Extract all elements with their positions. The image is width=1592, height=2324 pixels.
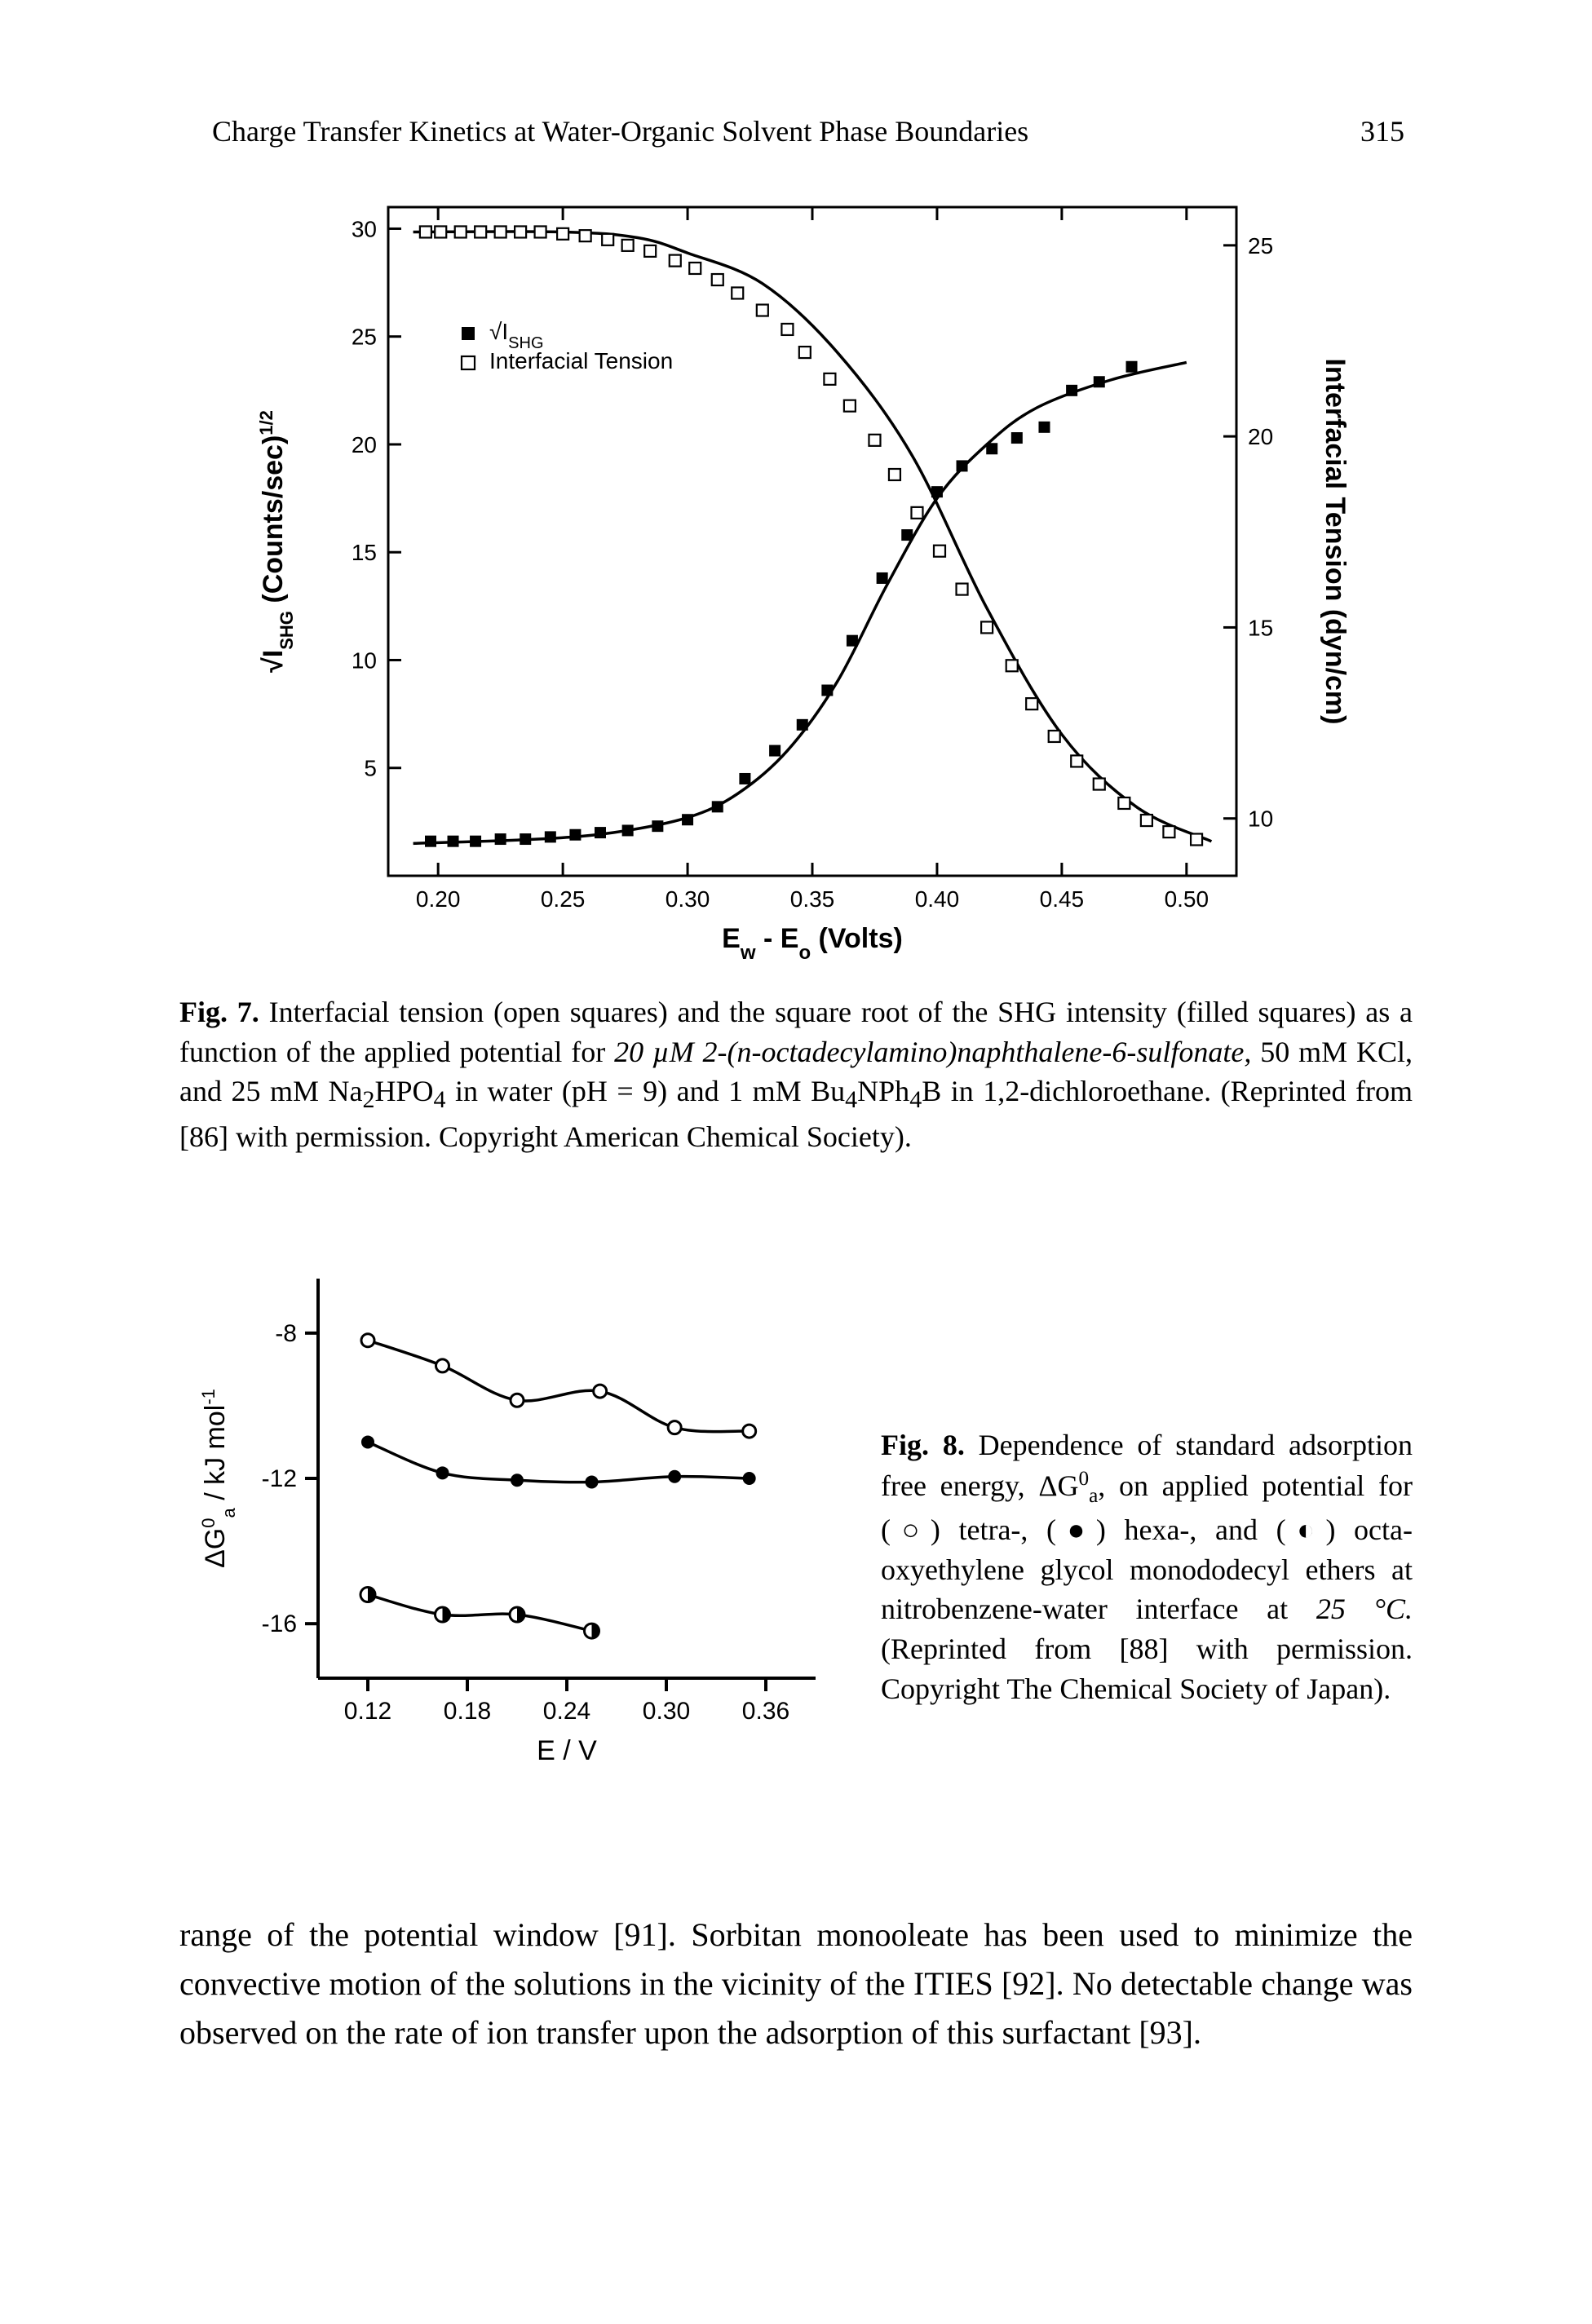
figure-8-caption: Fig. 8. Dependence of standard adsorptio… [881, 1425, 1413, 1708]
figure-8-chart: 0.12 0.18 0.24 0.30 0.36 E / V -16 -12 -8 ΔG0a / … [179, 1254, 848, 1760]
svg-text:25: 25 [1248, 233, 1273, 258]
figure-7-caption: Fig. 7. Interfacial tension (open square… [163, 992, 1429, 1156]
svg-text:0.25: 0.25 [541, 886, 586, 912]
svg-text:√ISHG: √ISHG [489, 319, 544, 352]
svg-text:0.12: 0.12 [344, 1698, 391, 1725]
svg-text:0.45: 0.45 [1040, 886, 1085, 912]
svg-text:15: 15 [352, 540, 377, 565]
svg-text:E / V: E / V [537, 1735, 597, 1760]
svg-text:0.50: 0.50 [1165, 886, 1209, 912]
svg-text:0.18: 0.18 [444, 1698, 491, 1725]
svg-text:0.20: 0.20 [416, 886, 461, 912]
svg-text:5: 5 [364, 756, 377, 781]
running-title: Charge Transfer Kinetics at Water-Organi… [212, 114, 1028, 148]
svg-text:ΔG0a / kJ mol-1: ΔG0a / kJ mol-1 [198, 1390, 239, 1569]
svg-text:15: 15 [1248, 615, 1273, 640]
svg-text:0.24: 0.24 [543, 1698, 590, 1725]
svg-text:0.36: 0.36 [742, 1698, 789, 1725]
figure-7-chart: 0.20 0.25 0.30 0.35 0.40 0.45 0.50 Ew - Eo (Vol… [233, 175, 1359, 974]
svg-text:Interfacial Tension (dyn/cm): Interfacial Tension (dyn/cm) [1320, 358, 1351, 724]
svg-text:√ISHG (Counts/sec)1/2: √ISHG (Counts/sec)1/2 [256, 410, 297, 673]
svg-text:30: 30 [352, 216, 377, 241]
svg-text:-8: -8 [275, 1320, 297, 1347]
svg-text:Interfacial Tension: Interfacial Tension [489, 348, 673, 373]
svg-text:0.30: 0.30 [666, 886, 710, 912]
svg-text:0.35: 0.35 [790, 886, 835, 912]
svg-text:10: 10 [1248, 806, 1273, 832]
svg-text:0.40: 0.40 [915, 886, 960, 912]
svg-text:10: 10 [352, 647, 377, 673]
page-number: 315 [1360, 114, 1404, 148]
body-paragraph: range of the potential window [91]. Sorb… [163, 1911, 1429, 2057]
svg-text:20: 20 [1248, 424, 1273, 449]
svg-text:-12: -12 [262, 1465, 297, 1492]
svg-text:Ew - Eo (Volts): Ew - Eo (Volts) [722, 923, 903, 964]
svg-text:25: 25 [352, 325, 377, 350]
svg-text:20: 20 [352, 432, 377, 457]
svg-text:-16: -16 [262, 1611, 297, 1638]
svg-text:0.30: 0.30 [643, 1698, 690, 1725]
